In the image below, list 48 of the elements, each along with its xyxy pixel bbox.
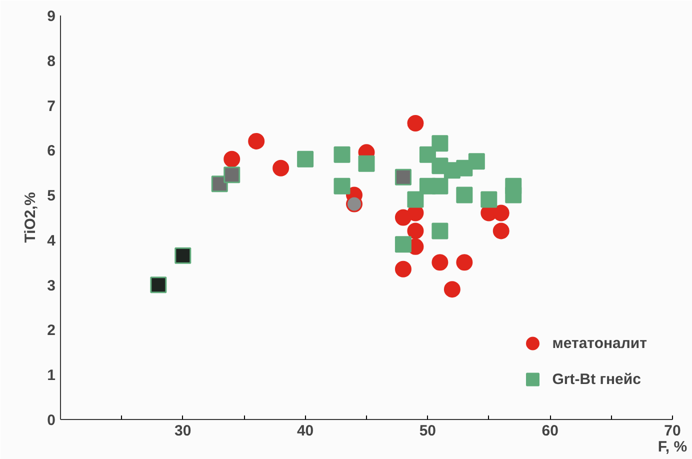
y-tick-label: 9 <box>47 8 56 25</box>
point <box>358 155 375 172</box>
point <box>468 153 485 170</box>
x-tick-label: 40 <box>296 422 314 440</box>
x-axis-title: F, % <box>658 438 688 456</box>
point <box>432 254 448 271</box>
y-tick-label: 6 <box>47 142 56 160</box>
y-tick-label: 2 <box>47 322 56 340</box>
point <box>248 132 265 150</box>
point <box>432 222 448 240</box>
point <box>432 178 448 194</box>
point <box>505 186 522 204</box>
point <box>394 236 412 253</box>
point <box>224 150 240 168</box>
point <box>407 222 424 240</box>
point <box>334 146 350 163</box>
point <box>334 178 350 194</box>
point <box>407 191 424 208</box>
point <box>174 247 192 264</box>
y-tick-label: 0 <box>47 412 56 429</box>
x-tick-label: 50 <box>419 422 436 440</box>
legend-label: метатоналит <box>552 334 647 352</box>
point <box>407 115 424 132</box>
y-axis-title: TiO2,% <box>22 192 40 243</box>
y-tick-label: 7 <box>47 98 56 115</box>
point <box>480 191 498 208</box>
y-tick-label: 4 <box>47 232 56 250</box>
point <box>224 166 240 184</box>
point <box>150 276 167 294</box>
y-tick-label: 3 <box>47 277 56 294</box>
point <box>419 146 436 163</box>
point <box>456 254 473 271</box>
point <box>492 222 510 240</box>
point <box>394 168 412 186</box>
y-tick-label: 5 <box>47 188 56 205</box>
point <box>394 260 412 278</box>
legend-label: Grt-Bt гнейс <box>552 370 641 388</box>
x-tick-label: 60 <box>542 422 558 440</box>
point <box>444 281 460 298</box>
y-tick-label: 8 <box>47 52 56 70</box>
point <box>346 196 363 212</box>
point <box>456 186 473 204</box>
point <box>432 135 448 152</box>
x-tick-label: 30 <box>174 422 192 440</box>
x-tick-label: 70 <box>664 422 681 440</box>
point <box>297 150 314 168</box>
point <box>272 160 290 176</box>
y-tick-label: 1 <box>47 367 56 384</box>
